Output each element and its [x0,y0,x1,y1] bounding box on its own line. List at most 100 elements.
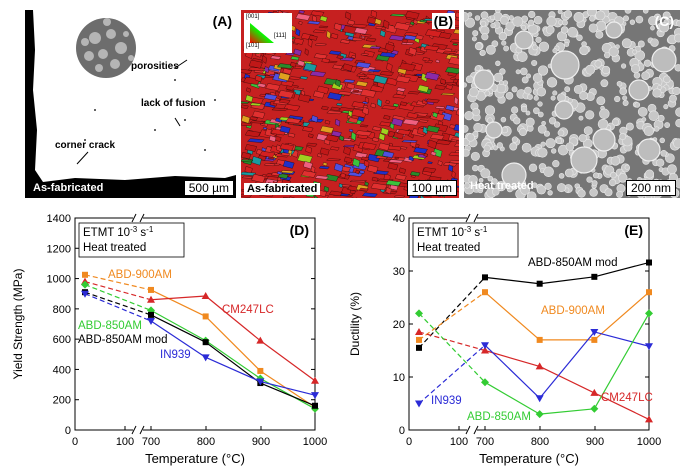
grain [279,125,291,134]
grain [403,34,417,41]
grain [386,62,393,72]
fine-precipitate [541,120,546,126]
fine-precipitate [474,15,481,21]
fine-precipitate [595,20,607,32]
panel-label: (E) [624,222,643,238]
grain [399,146,408,150]
data-point [202,313,209,320]
grain [254,75,263,83]
grain [422,57,430,62]
grain [443,162,458,167]
y-tick-label: 1400 [47,213,71,225]
series-label: IN939 [431,395,462,407]
grain [338,135,345,142]
series-segment [150,314,206,343]
grain [360,53,369,56]
grain [378,132,386,141]
grain [454,96,459,106]
fine-precipitate [487,175,494,182]
grain [325,134,340,142]
fine-precipitate [470,151,480,161]
x-tick-label: 1000 [637,436,661,448]
grain [333,22,342,32]
data-point [148,311,154,318]
grain [392,103,399,108]
grain [265,83,281,91]
fine-precipitate [561,19,568,26]
fine-precipitate [537,147,548,158]
grain [283,104,301,111]
grain [262,127,268,130]
fine-precipitate [658,22,670,33]
fine-precipitate [650,38,659,47]
grain [453,29,459,35]
fine-precipitate [527,19,535,26]
grain [399,101,408,107]
grain [396,90,405,96]
fine-precipitate [577,189,586,198]
fine-precipitate [533,15,543,25]
grain [257,83,267,88]
fine-precipitate [468,87,479,98]
grain [330,106,341,111]
grain [406,112,419,119]
grain [347,117,359,124]
fine-precipitate [505,91,514,100]
fine-precipitate [652,88,662,98]
fine-precipitate [537,124,547,134]
series-segment [484,276,540,285]
grain [360,88,377,98]
fine-precipitate [608,46,619,57]
fine-precipitate [536,87,547,97]
fine-precipitate [641,71,650,80]
grain [343,79,356,83]
sem-precipitates-image [464,10,680,198]
coarse-precipitate [605,21,623,39]
grain [425,29,442,38]
fine-precipitate [585,64,596,75]
grain [326,30,331,40]
series-segment [205,295,261,342]
grain [329,190,343,197]
series-in939 [415,328,653,408]
caption-c: Heat treated [470,180,534,192]
y-tick-label: 400 [53,364,71,376]
fine-precipitate [520,105,528,113]
grain [350,131,357,141]
grain [454,142,459,147]
grain [263,163,276,167]
fine-precipitate [495,60,501,66]
fine-precipitate [663,104,669,110]
yield-strength-chart: 0 200 400 600 800 1000 1200 1400 0 100 700 800 900 10… [11,213,327,466]
grain [319,15,328,22]
fine-precipitate [540,141,546,147]
grain [453,124,459,132]
series-abd-900am [416,289,652,343]
data-point [535,362,544,370]
grain [312,90,325,99]
grain [423,45,440,51]
data-point [148,286,154,293]
fine-precipitate [533,107,540,115]
series-segment [84,274,152,291]
grain [383,19,390,30]
grain [310,165,316,174]
series-segment [539,408,595,415]
fine-precipitate [537,101,543,107]
data-point [646,259,652,266]
grain [452,43,459,46]
series-segment [594,392,650,420]
grain [262,55,267,64]
grain [374,18,382,26]
grain [422,167,437,173]
series-label: CM247LC [601,392,653,404]
fine-precipitate [564,86,571,93]
grain [358,76,370,79]
grain [427,161,433,164]
fine-precipitate [610,171,617,179]
grain [384,43,395,52]
grain [335,79,341,87]
grain [450,77,456,80]
grain [448,160,459,164]
grain [400,42,415,45]
